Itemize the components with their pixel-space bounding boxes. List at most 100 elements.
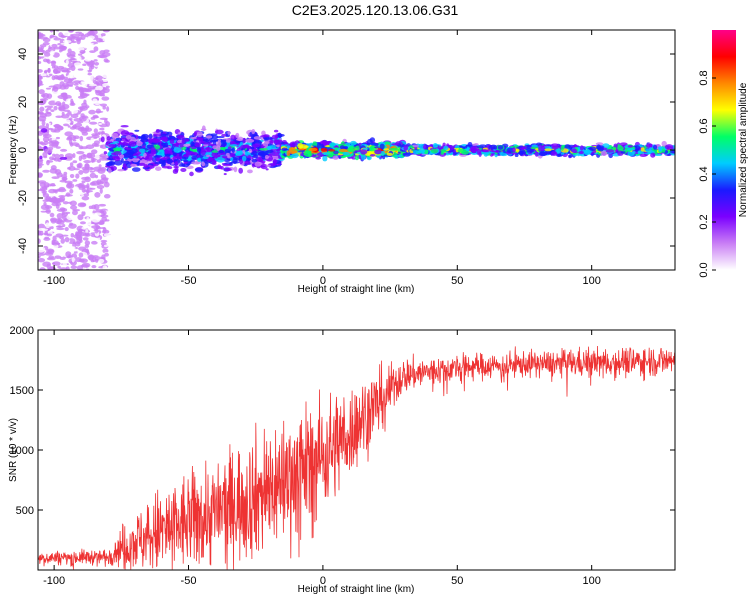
heatmap-cell [588,146,597,151]
heatmap-cell [645,143,654,149]
heatmap-cell [259,147,269,151]
heatmap-cell [62,176,68,181]
heatmap-cell [38,142,45,145]
colorbar-tick-label: 0.6 [698,118,710,133]
heatmap-cell [50,60,57,65]
heatmap-cell [82,237,89,241]
heatmap-cell [91,149,98,155]
heatmap-cell [49,212,55,218]
heatmap-cell [92,249,102,254]
heatmap-cell [38,173,43,179]
heatmap-cell [535,148,539,151]
heatmap-cell [271,134,279,140]
heatmap-cell [82,63,87,66]
heatmap-cell [173,165,180,169]
heatmap-cell [354,145,360,151]
heatmap-cell [350,140,357,146]
heatmap-cell [605,149,615,153]
heatmap-cell [42,261,51,267]
heatmap-cell [104,219,110,222]
heatmap-cell [84,220,92,226]
heatmap-cell [81,262,91,268]
heatmap-cell [88,74,94,81]
heatmap-cell [69,173,75,179]
heatmap-cell [164,147,173,154]
heatmap-cell [50,109,55,112]
heatmap-cell [512,152,517,155]
heatmap-cell [63,171,68,176]
heatmap-cell [212,145,218,150]
heatmap-cell [277,133,282,139]
heatmap-cell [463,146,468,149]
heatmap-cell [75,31,83,34]
heatmap-cell [224,167,232,172]
heatmap-cell [51,196,57,202]
heatmap-cell [98,203,107,207]
heatmap-cell [432,142,438,149]
heatmap-cell [252,150,258,156]
heatmap-cell [72,210,78,216]
heatmap-cell [210,133,218,136]
heatmap-cell [661,148,666,153]
heatmap-cell [531,144,539,148]
heatmap-cell [43,201,47,206]
heatmap-cell [150,147,156,152]
heatmap-cell [86,60,96,66]
heatmap-cell [311,143,319,146]
heatmap-cell [134,129,140,132]
heatmap-cell [307,150,312,157]
heatmap-cell [87,72,93,76]
heatmap-cell [354,155,360,161]
heatmap-cell [80,126,85,132]
heatmap-cell [64,237,70,243]
heatmap-cell [384,141,391,145]
heatmap-cell [78,182,85,186]
heatmap-cell [595,142,604,146]
heatmap-cell [58,267,68,270]
heatmap-cell [86,152,93,159]
heatmap-cell [481,149,489,153]
snr-ytick-label: 2000 [10,325,34,337]
heatmap-cell [211,150,219,153]
heatmap-cell [326,150,335,157]
heatmap-cell [72,160,78,164]
heatmap-cell [600,150,608,156]
heatmap-cell [47,59,51,64]
heatmap-cell [242,137,247,143]
heatmap-cell [103,194,111,199]
heatmap-cell [38,238,41,244]
heatmap-cell [77,214,84,221]
heatmap-cell [64,226,69,232]
heatmap-cell [101,96,110,101]
heatmap-cell [389,147,399,151]
heatmap-cell [152,139,161,143]
heatmap-cell [98,221,105,225]
heatmap-cell [98,122,103,126]
heatmap-cell [128,155,134,159]
heatmap-cell [374,149,382,155]
heatmap-cell [81,180,86,184]
heatmap-cell [38,55,42,60]
heatmap-cell [49,73,53,77]
heatmap-cell [59,156,68,160]
heatmap-cell [229,152,236,158]
heatmap-cell [46,111,51,115]
heatmap-cell [81,187,86,193]
heatmap-cell [297,142,304,149]
heatmap-cell [115,137,123,142]
heatmap-cell [64,131,74,137]
heatmap-cell [60,67,69,73]
heatmap-cell [67,201,72,204]
heatmap-cell [145,155,153,161]
heatmap-cell [38,257,46,263]
heatmap-cell [43,140,49,146]
heatmap-cell [85,229,89,234]
heatmap-cell [46,233,53,237]
heatmap-cell [315,156,321,160]
heatmap-cell [148,137,153,144]
heatmap-cell [88,31,93,34]
heatmap-cell [194,142,201,148]
heatmap-cell [185,138,189,142]
heatmap-cell [83,232,91,237]
